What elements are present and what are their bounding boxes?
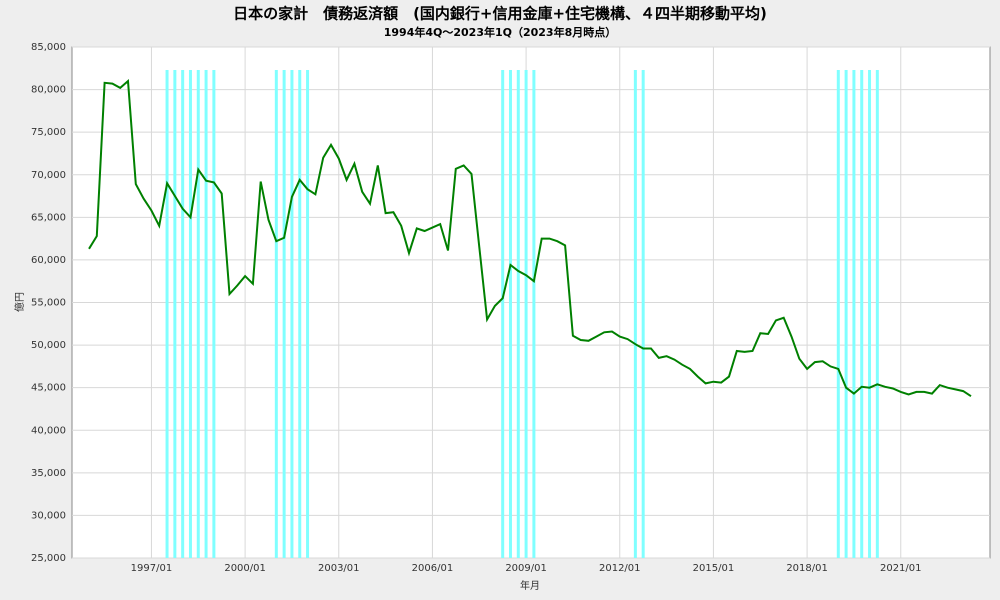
y-tick-label: 50,000 <box>31 340 66 351</box>
chart-title: 日本の家計 債務返済額 (国内銀行+信用金庫+住宅機構、４四半期移動平均) <box>233 5 767 23</box>
x-tick-label: 2003/01 <box>318 563 360 574</box>
y-tick-label: 60,000 <box>31 255 66 266</box>
x-tick-label: 2021/01 <box>880 563 922 574</box>
x-tick-label: 2000/01 <box>224 563 266 574</box>
y-tick-label: 70,000 <box>31 170 66 181</box>
y-tick-label: 35,000 <box>31 468 66 479</box>
y-tick-label: 45,000 <box>31 383 66 394</box>
x-tick-label: 2012/01 <box>599 563 641 574</box>
y-axis-label: 億円 <box>13 292 26 312</box>
x-tick-label: 1997/01 <box>131 563 173 574</box>
y-tick-label: 40,000 <box>31 425 66 436</box>
y-tick-label: 80,000 <box>31 85 66 96</box>
x-tick-label: 2009/01 <box>505 563 547 574</box>
y-tick-label: 65,000 <box>31 212 66 223</box>
y-tick-label: 85,000 <box>31 42 66 53</box>
x-tick-label: 2015/01 <box>693 563 735 574</box>
y-tick-label: 75,000 <box>31 127 66 138</box>
chart-subtitle: 1994年4Q～2023年1Q（2023年8月時点） <box>384 25 617 39</box>
y-tick-label: 25,000 <box>31 553 66 564</box>
x-tick-label: 2018/01 <box>786 563 828 574</box>
y-tick-label: 30,000 <box>31 510 66 521</box>
x-axis-label: 年月 <box>520 579 540 592</box>
data-line <box>88 79 972 398</box>
y-tick-label: 55,000 <box>31 298 66 309</box>
x-tick-label: 2006/01 <box>412 563 454 574</box>
